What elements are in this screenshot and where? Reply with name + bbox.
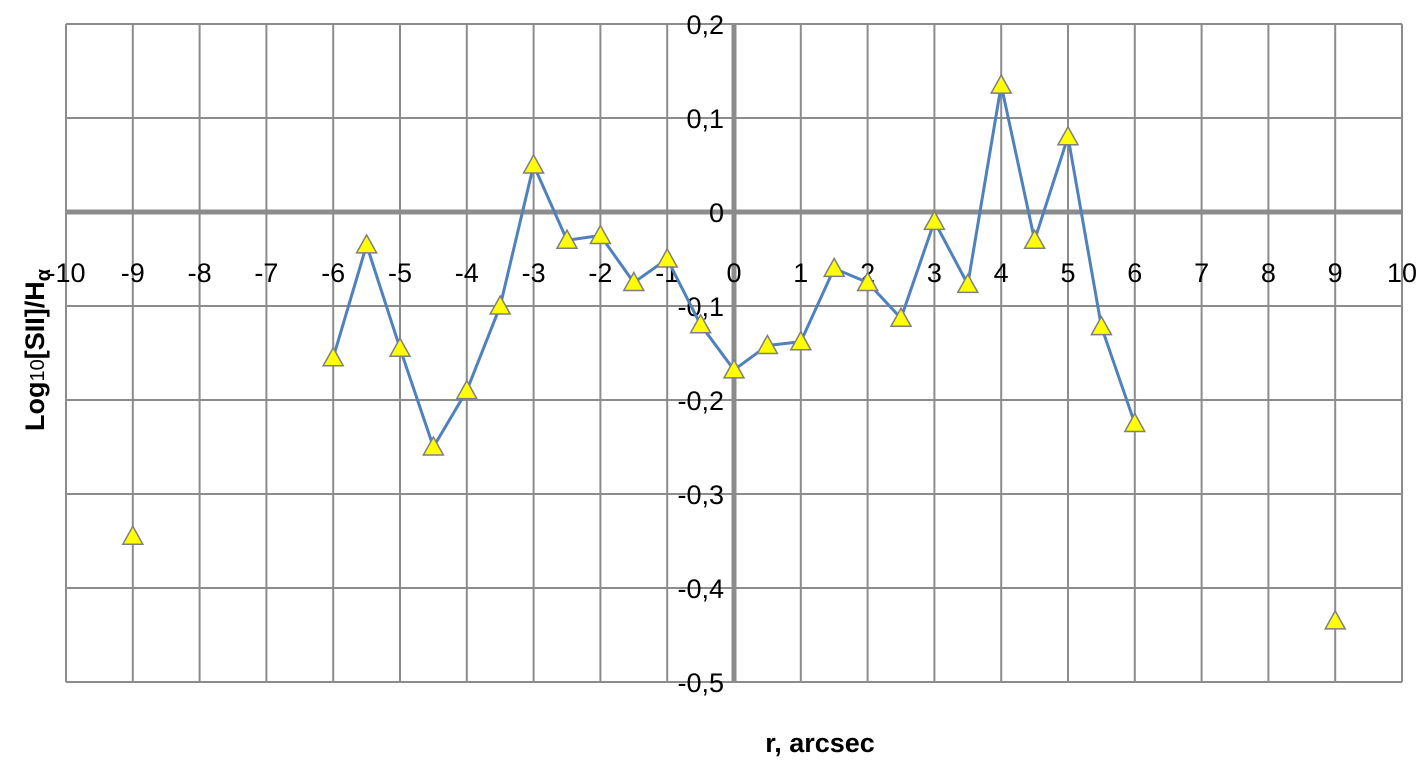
data-point bbox=[1023, 228, 1046, 249]
x-tick-label: 6 bbox=[1127, 258, 1142, 288]
data-point bbox=[321, 346, 345, 367]
markers bbox=[121, 73, 1347, 630]
x-tick-label: 7 bbox=[1194, 258, 1209, 288]
x-tick-label: 3 bbox=[927, 258, 942, 288]
x-tick-label: -9 bbox=[121, 258, 145, 288]
data-point bbox=[689, 313, 712, 334]
data-point bbox=[789, 330, 813, 351]
y-tick-label: -0,5 bbox=[677, 668, 724, 698]
y-axis-title-alpha: α bbox=[33, 268, 55, 281]
y-tick-labels: 0,20,10-0,1-0,2-0,3-0,4-0,5 bbox=[677, 10, 724, 698]
data-point bbox=[923, 209, 946, 231]
y-tick-label: 0,1 bbox=[686, 104, 724, 134]
data-point bbox=[1323, 609, 1347, 630]
axes bbox=[66, 24, 1402, 682]
data-point bbox=[422, 435, 445, 456]
y-axis-title: Log10[SII]/Hα bbox=[20, 268, 55, 431]
x-tick-label: -10 bbox=[46, 258, 85, 288]
y-tick-label: -0,2 bbox=[677, 386, 724, 416]
x-tick-label: 0 bbox=[726, 258, 741, 288]
y-tick-label: 0,2 bbox=[686, 10, 724, 40]
data-point bbox=[956, 272, 980, 294]
data-point bbox=[355, 233, 378, 254]
x-tick-labels: -10-9-8-7-6-5-4-3-2-1012345678910 bbox=[46, 258, 1417, 288]
x-tick-label: -8 bbox=[188, 258, 212, 288]
data-point bbox=[655, 247, 679, 268]
data-point bbox=[455, 379, 479, 400]
data-point bbox=[989, 73, 1013, 94]
x-tick-label: -7 bbox=[254, 258, 278, 288]
x-tick-label: -6 bbox=[321, 258, 345, 288]
x-tick-label: 1 bbox=[793, 258, 808, 288]
y-tick-label: -0,3 bbox=[677, 480, 724, 510]
y-axis-title-sub: 10 bbox=[27, 359, 49, 381]
data-point bbox=[488, 294, 512, 315]
y-axis-title-main: Log bbox=[20, 382, 50, 431]
x-tick-label: -4 bbox=[455, 258, 479, 288]
data-point bbox=[1123, 411, 1147, 433]
y-axis-title-rest: [SII]/H bbox=[20, 281, 50, 359]
data-point bbox=[722, 358, 746, 379]
data-point bbox=[522, 153, 545, 174]
x-tick-label: 9 bbox=[1328, 258, 1343, 288]
x-tick-label: 5 bbox=[1060, 258, 1075, 288]
data-point bbox=[388, 336, 412, 358]
x-tick-label: -3 bbox=[522, 258, 546, 288]
data-point bbox=[1056, 125, 1080, 146]
x-axis-title: r, arcsec bbox=[765, 728, 875, 758]
data-point bbox=[1090, 315, 1113, 336]
data-point bbox=[121, 524, 145, 546]
data-point bbox=[856, 270, 879, 292]
data-point bbox=[889, 306, 913, 327]
x-tick-label: 8 bbox=[1261, 258, 1276, 288]
data-point bbox=[822, 256, 846, 278]
x-tick-label: -5 bbox=[388, 258, 412, 288]
y-tick-label: 0 bbox=[709, 198, 724, 228]
data-point bbox=[555, 228, 579, 249]
x-tick-label: 4 bbox=[994, 258, 1009, 288]
y-tick-label: -0,4 bbox=[677, 574, 724, 604]
x-tick-label: 10 bbox=[1387, 258, 1417, 288]
x-tick-label: -2 bbox=[588, 258, 612, 288]
data-point bbox=[589, 223, 612, 245]
data-point bbox=[756, 333, 779, 355]
data-point bbox=[622, 270, 646, 292]
